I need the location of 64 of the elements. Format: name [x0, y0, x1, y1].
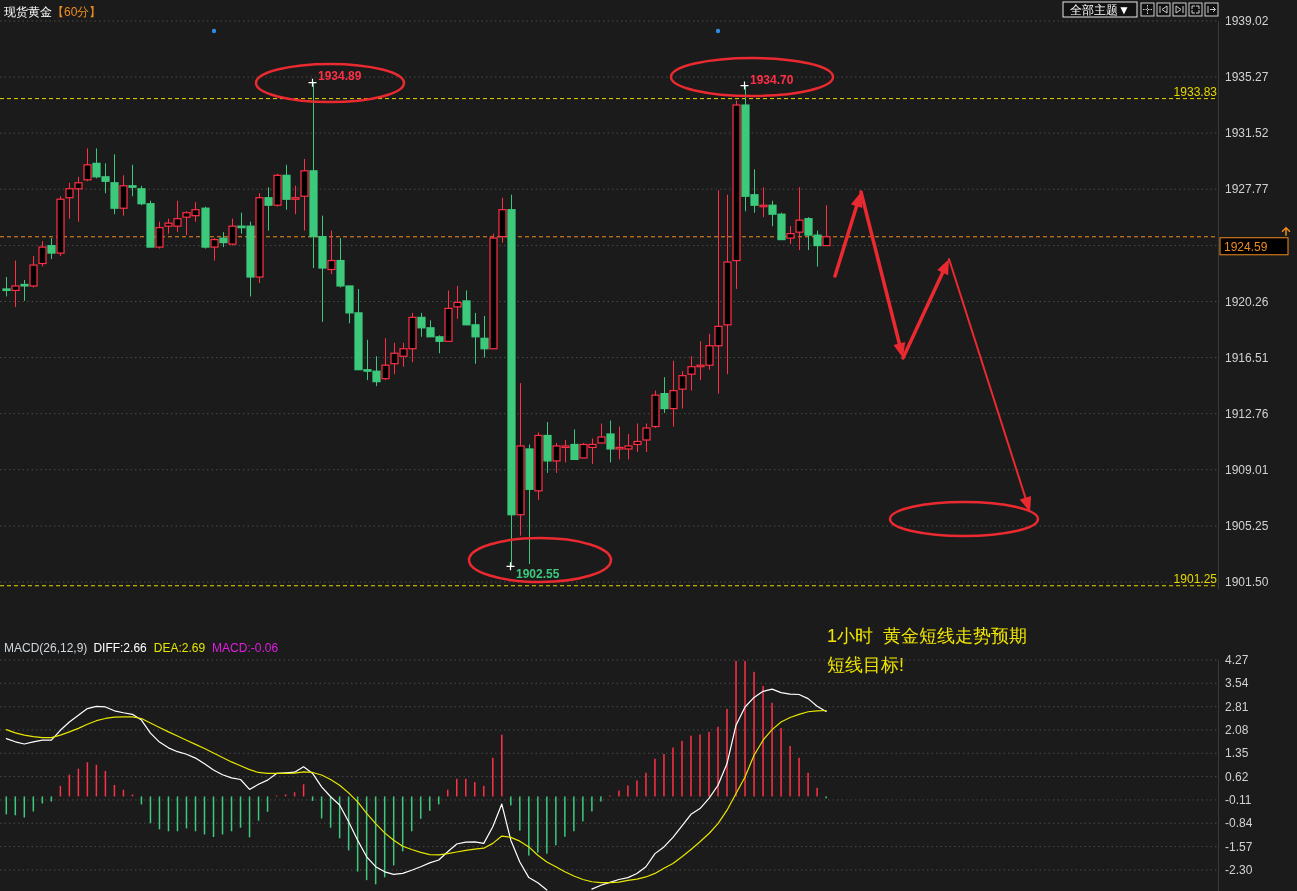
candlestick: [20, 279, 29, 302]
chart-title: MACD(26,12,9): [4, 641, 88, 655]
candlestick: [327, 230, 336, 275]
y-tick-label: 1931.52: [1225, 126, 1269, 141]
ref-line-label: 1933.83: [1173, 84, 1218, 99]
candlestick: [11, 260, 20, 308]
candlestick: [642, 423, 651, 453]
candlestick: [822, 204, 831, 247]
annotation: 短线目标!: [827, 655, 905, 675]
y-tick-label: 4.27: [1225, 653, 1249, 667]
chart-subtitle: 【60分】: [52, 5, 102, 19]
text: 全部主题▼: [1070, 3, 1130, 17]
y-tick-label: 0.62: [1225, 769, 1249, 784]
y-tick-label: 1905.25: [1225, 518, 1269, 533]
candlestick: [29, 255, 38, 288]
candlestick: [669, 360, 678, 428]
candlestick: [678, 370, 687, 410]
candlestick: [381, 337, 390, 381]
candlestick: [119, 174, 128, 217]
candlestick: [291, 185, 300, 215]
candlestick: [282, 164, 291, 211]
y-tick-label: 1916.51: [1225, 350, 1269, 365]
ref-line-label: 1901.25: [1173, 571, 1218, 586]
candlestick: [2, 276, 11, 297]
y-tick-label: 1.35: [1225, 746, 1249, 761]
y-tick-label: 1927.77: [1225, 182, 1269, 197]
y-tick-label: 1901.50: [1225, 575, 1269, 590]
candlestick: [38, 240, 47, 268]
text: DEA:2.69: [153, 641, 206, 655]
text: 1小时 黄金短线走势预期: [827, 626, 1028, 646]
annotation: 1934.70: [750, 73, 794, 87]
y-tick-label: 1939.02: [1225, 14, 1269, 28]
candlestick: [47, 237, 56, 260]
y-tick-label: 2.08: [1225, 722, 1249, 737]
candlestick: [633, 423, 642, 453]
annotation: 1902.55: [516, 567, 560, 581]
y-tick-label: 2.81: [1225, 699, 1249, 714]
chart-title: 现货黄金: [4, 5, 52, 19]
y-tick-label: 1909.01: [1225, 462, 1269, 477]
candlestick: [210, 237, 219, 262]
candlestick: [453, 285, 462, 320]
y-tick-label: -1.57: [1225, 839, 1253, 854]
y-tick-label: 1935.27: [1225, 70, 1269, 85]
candlestick: [228, 218, 237, 247]
y-tick-label: 3.54: [1225, 676, 1249, 691]
candlestick: [128, 164, 137, 197]
candlestick: [264, 186, 273, 232]
y-tick-label: 1920.26: [1225, 294, 1269, 309]
candlestick: [606, 420, 615, 463]
text: MACD:-0.06: [212, 641, 279, 655]
ref-line-label: 1924.59: [1224, 239, 1268, 254]
candlestick: [83, 147, 92, 182]
candlestick: [155, 221, 164, 250]
text: DIFF:2.66: [93, 641, 148, 655]
candlestick: [597, 423, 606, 444]
annotation: 1934.89: [318, 69, 362, 83]
y-tick-label: -2.30: [1225, 862, 1253, 877]
candlestick: [795, 186, 804, 251]
y-tick-label: 1912.76: [1225, 406, 1269, 421]
candlestick: [660, 376, 669, 414]
candlestick: [480, 315, 489, 359]
candlestick: [570, 429, 579, 461]
y-tick-label: -0.84: [1225, 816, 1253, 831]
y-tick-label: -0.11: [1225, 792, 1252, 807]
